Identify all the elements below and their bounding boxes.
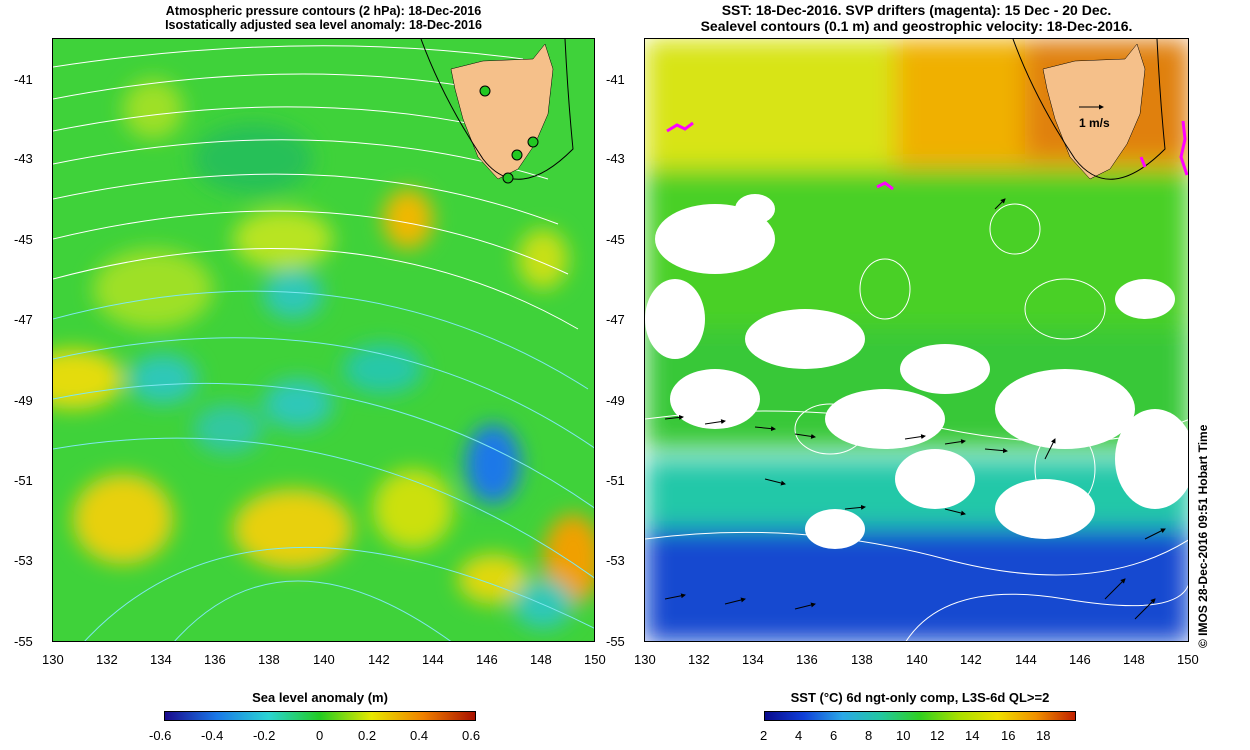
right-y-tick-0: -41 bbox=[606, 72, 625, 87]
imos-credit: © IMOS 28-Dec-2016 09:51 Hobart Time bbox=[1196, 424, 1210, 648]
left-cb-tick-6: 0.6 bbox=[462, 728, 481, 743]
right-cb-tick-0: 2 bbox=[760, 728, 768, 743]
right-x-tick-2: 134 bbox=[742, 652, 764, 667]
sea-level-anomaly-map[interactable] bbox=[52, 38, 595, 642]
right-cb-tick-3: 8 bbox=[865, 728, 873, 743]
left-x-tick-3: 136 bbox=[204, 652, 226, 667]
right-y-tick-1: -43 bbox=[606, 151, 625, 166]
right-colorbar bbox=[764, 711, 1076, 721]
left-y-tick-1: -43 bbox=[14, 151, 33, 166]
left-y-tick-2: -45 bbox=[14, 232, 33, 247]
left-x-tick-4: 138 bbox=[258, 652, 280, 667]
left-x-tick-1: 132 bbox=[96, 652, 118, 667]
left-x-tick-10: 150 bbox=[584, 652, 606, 667]
left-cb-tick-2: -0.2 bbox=[253, 728, 276, 743]
left-y-tick-4: -49 bbox=[14, 393, 33, 408]
right-x-tick-0: 130 bbox=[634, 652, 656, 667]
left-x-tick-7: 144 bbox=[422, 652, 444, 667]
sst-map[interactable]: 1 m/s bbox=[644, 38, 1189, 642]
left-x-tick-8: 146 bbox=[476, 652, 498, 667]
velocity-scale-label: 1 m/s bbox=[1079, 116, 1110, 130]
left-cb-tick-0: -0.6 bbox=[149, 728, 172, 743]
left-y-tick-5: -51 bbox=[14, 473, 33, 488]
left-colorbar bbox=[164, 711, 476, 721]
tasmania-landmass bbox=[1042, 43, 1146, 180]
right-x-tick-4: 138 bbox=[851, 652, 873, 667]
left-title-line2: Isostatically adjusted sea level anomaly… bbox=[165, 18, 482, 32]
right-x-tick-1: 132 bbox=[688, 652, 710, 667]
right-cb-tick-1: 4 bbox=[795, 728, 803, 743]
right-y-tick-6: -53 bbox=[606, 553, 625, 568]
right-cb-tick-7: 16 bbox=[1001, 728, 1016, 743]
left-title-line1: Atmospheric pressure contours (2 hPa): 1… bbox=[165, 4, 482, 18]
left-y-tick-7: -55 bbox=[14, 634, 33, 649]
right-x-tick-7: 144 bbox=[1015, 652, 1037, 667]
right-y-tick-7: -55 bbox=[606, 634, 625, 649]
left-cb-tick-5: 0.4 bbox=[410, 728, 429, 743]
right-x-tick-8: 146 bbox=[1069, 652, 1091, 667]
right-cb-tick-8: 18 bbox=[1036, 728, 1051, 743]
right-x-tick-5: 140 bbox=[906, 652, 928, 667]
left-x-tick-5: 140 bbox=[313, 652, 335, 667]
right-cb-tick-2: 6 bbox=[830, 728, 838, 743]
right-x-tick-9: 148 bbox=[1123, 652, 1145, 667]
left-cb-tick-1: -0.4 bbox=[201, 728, 224, 743]
left-x-tick-9: 148 bbox=[530, 652, 552, 667]
right-y-tick-3: -47 bbox=[606, 312, 625, 327]
left-cb-tick-4: 0.2 bbox=[358, 728, 377, 743]
right-y-tick-4: -49 bbox=[606, 393, 625, 408]
right-x-tick-3: 136 bbox=[796, 652, 818, 667]
right-y-tick-5: -51 bbox=[606, 473, 625, 488]
right-cb-tick-5: 12 bbox=[930, 728, 945, 743]
right-title-line2: Sealevel contours (0.1 m) and geostrophi… bbox=[700, 18, 1133, 34]
left-colorbar-title: Sea level anomaly (m) bbox=[252, 690, 388, 705]
left-x-tick-6: 142 bbox=[368, 652, 390, 667]
left-y-tick-6: -53 bbox=[14, 553, 33, 568]
left-y-tick-3: -47 bbox=[14, 312, 33, 327]
right-cb-tick-6: 14 bbox=[965, 728, 980, 743]
left-x-tick-2: 134 bbox=[150, 652, 172, 667]
left-y-tick-0: -41 bbox=[14, 72, 33, 87]
left-x-tick-0: 130 bbox=[42, 652, 64, 667]
left-cb-tick-3: 0 bbox=[316, 728, 324, 743]
right-title-line1: SST: 18-Dec-2016. SVP drifters (magenta)… bbox=[721, 2, 1112, 18]
right-cb-tick-4: 10 bbox=[896, 728, 911, 743]
right-colorbar-title: SST (°C) 6d ngt-only comp, L3S-6d QL>=2 bbox=[790, 690, 1050, 705]
right-x-tick-10: 150 bbox=[1177, 652, 1199, 667]
right-x-tick-6: 142 bbox=[960, 652, 982, 667]
right-y-tick-2: -45 bbox=[606, 232, 625, 247]
